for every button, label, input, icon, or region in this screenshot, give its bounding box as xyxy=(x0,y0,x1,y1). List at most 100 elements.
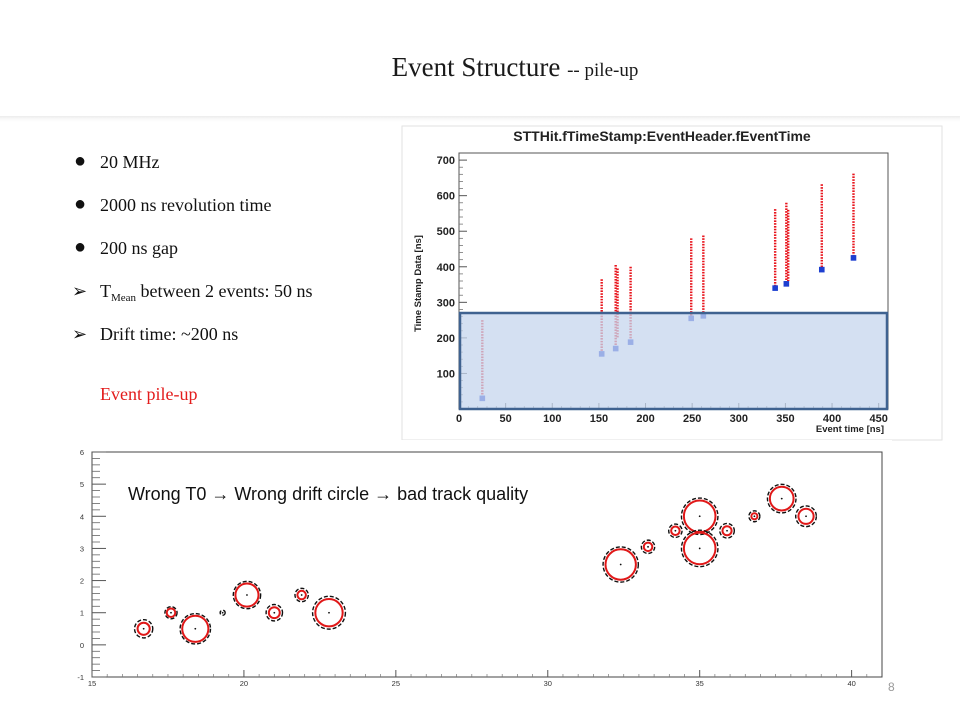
drift-circle-chart: 15 20 25 30 35 40 -1 0 1 2 3 4 5 6 Wrong T0 → Wrong … xyxy=(52,440,892,695)
wrong-drift-circle xyxy=(314,598,344,628)
x-tick-label: 450 xyxy=(869,413,887,425)
wrong-drift-circle xyxy=(682,531,717,566)
y-tick-label: 4 xyxy=(80,512,84,521)
y-tick-label: 500 xyxy=(437,226,455,238)
x-tick-label: 300 xyxy=(730,413,748,425)
true-drift-circle xyxy=(668,523,683,539)
highlight-band xyxy=(458,311,889,411)
y-tick-label: -1 xyxy=(77,673,84,682)
drift-circle-pair xyxy=(311,595,347,630)
x-tick-label: 100 xyxy=(543,413,561,425)
wire-center-point xyxy=(674,529,677,532)
wrong-drift-circle xyxy=(234,582,260,608)
x-tick-label: 350 xyxy=(776,413,794,425)
y-tick-label: 2 xyxy=(80,577,84,586)
true-drift-circle xyxy=(219,609,226,616)
event-point xyxy=(772,285,778,291)
x-tick-label: 250 xyxy=(683,413,701,425)
wrong-drift-circle xyxy=(165,607,177,618)
y-tick-label: 1 xyxy=(80,609,84,618)
y-tick-label: 600 xyxy=(437,191,455,203)
y-axis-ticks: 100 200 300 400 500 600 700 xyxy=(437,155,467,403)
bullet-subscript: Mean xyxy=(111,292,137,304)
drift-circle-pair xyxy=(164,605,178,620)
bullet-arrow-icon: ➢ xyxy=(72,324,88,344)
wrong-drift-circle xyxy=(797,507,815,525)
true-drift-circle xyxy=(311,595,347,630)
slide-title: Event Structure -- pile-up xyxy=(0,52,960,83)
x-axis-label: Event time [ns] xyxy=(816,424,884,435)
y-axis-label: Time Stamp Data [ns] xyxy=(413,235,424,332)
bullet-dot-icon: ● xyxy=(74,236,87,258)
x-axis-ticks: 0 50 100 150 200 250 300 350 400 450 xyxy=(456,403,888,425)
x-tick-label: 40 xyxy=(847,679,855,688)
bullet-list: ● 20 MHz ● 2000 ns revolution time ● 200… xyxy=(72,150,313,367)
x-tick-label: 20 xyxy=(240,679,248,688)
drift-circle-pair xyxy=(265,603,284,622)
true-drift-circle xyxy=(719,522,736,539)
wrong-drift-circle xyxy=(642,541,654,553)
drift-circle-pair xyxy=(680,529,719,568)
timestamp-chart: STTHit.fTimeStamp:EventHeader.fEventTime… xyxy=(401,125,943,441)
wire-center-point xyxy=(142,627,145,630)
y-tick-label: 6 xyxy=(80,448,84,457)
chart2-background xyxy=(52,440,892,695)
true-drift-circle xyxy=(766,483,797,514)
drift-circle-pair xyxy=(748,510,761,523)
x-tick-label: 400 xyxy=(823,413,841,425)
drift-circle-pair xyxy=(668,523,683,539)
bullet-item: ● 200 ns gap xyxy=(72,236,313,281)
true-drift-circle xyxy=(133,618,154,639)
y-tick-label: 400 xyxy=(437,262,455,274)
wire-center-point xyxy=(698,515,701,518)
chart-annotation: Wrong T0 → Wrong drift circle → bad trac… xyxy=(128,484,528,504)
wrong-drift-circle xyxy=(670,525,681,537)
true-drift-circle xyxy=(232,580,262,610)
wire-center-point xyxy=(647,545,649,548)
wire-center-point xyxy=(805,515,807,518)
true-drift-circle xyxy=(748,510,761,523)
wrong-drift-circle xyxy=(296,589,307,601)
wire-center-point xyxy=(221,611,224,614)
wire-center-point xyxy=(194,627,197,630)
bullet-text: 200 ns gap xyxy=(100,238,178,258)
wrong-drift-circle xyxy=(721,525,733,537)
wire-center-point xyxy=(619,563,622,566)
y-tick-label: 700 xyxy=(437,155,455,167)
bullet-dot-icon: ● xyxy=(74,193,87,215)
drift-circle-pair xyxy=(219,609,226,616)
x-tick-label: 150 xyxy=(590,413,608,425)
wrong-drift-circle xyxy=(267,606,281,620)
bullet-arrow-icon: ➢ xyxy=(72,281,88,301)
bullet-item: ● 20 MHz xyxy=(72,150,313,195)
wire-center-point xyxy=(753,515,756,518)
event-point xyxy=(783,281,790,287)
drift-circle-pair xyxy=(719,522,736,539)
wire-center-point xyxy=(300,594,303,596)
event-point xyxy=(850,255,857,261)
x-axis-ticks-2: 15 20 25 30 35 40 xyxy=(88,670,868,688)
title-sub: -- pile-up xyxy=(567,60,639,81)
bullet-text-pre: T xyxy=(100,281,111,301)
x-tick-label: 30 xyxy=(544,679,552,688)
bullet-text-post: between 2 events: 50 ns xyxy=(136,281,313,301)
true-drift-circle xyxy=(680,529,719,568)
wrong-drift-circle xyxy=(750,512,759,521)
wrong-drift-circle xyxy=(768,485,795,512)
drift-circle-pair xyxy=(232,580,262,610)
y-tick-label: 300 xyxy=(437,297,455,309)
bullet-text: 2000 ns revolution time xyxy=(100,195,272,215)
chart-title: STTHit.fTimeStamp:EventHeader.fEventTime xyxy=(513,128,811,144)
bullet-item: ➢ TMean between 2 events: 50 ns xyxy=(72,281,313,324)
pileup-label: Event pile-up xyxy=(100,384,198,404)
wrong-drift-circle xyxy=(136,621,151,636)
bullet-item: ● 2000 ns revolution time xyxy=(72,193,313,238)
x-tick-label: 25 xyxy=(392,679,400,688)
wire-center-point xyxy=(273,611,276,614)
wrong-drift-circle xyxy=(181,614,210,643)
wire-center-point xyxy=(780,497,783,500)
true-drift-circle xyxy=(265,603,284,622)
page-number: 8 xyxy=(888,680,895,694)
x-tick-label: 50 xyxy=(500,413,512,425)
x-tick-label: 35 xyxy=(696,679,704,688)
